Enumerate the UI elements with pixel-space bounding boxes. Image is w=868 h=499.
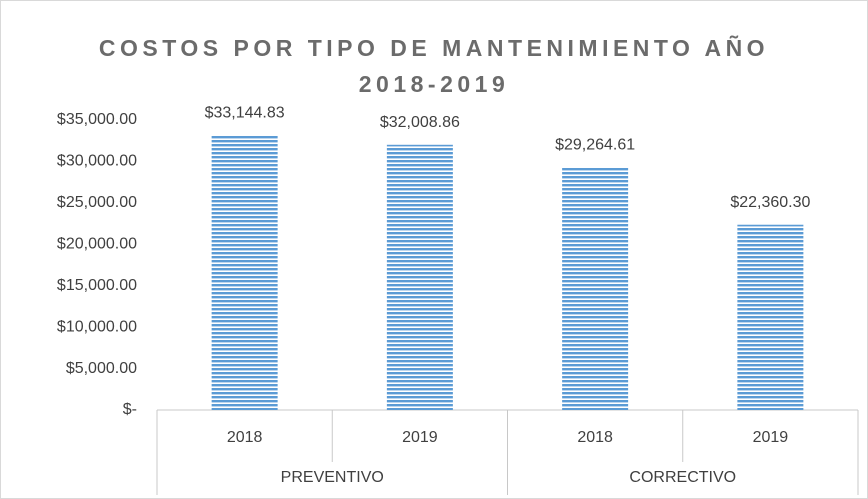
y-tick-label: $15,000.00 <box>57 277 137 294</box>
y-tick-label: $30,000.00 <box>57 153 137 170</box>
data-label: $22,360.30 <box>730 194 810 211</box>
group-label: CORRECTIVO <box>629 469 736 486</box>
y-tick-label: $20,000.00 <box>57 236 137 253</box>
group-label: PREVENTIVO <box>281 469 384 486</box>
data-label: $33,144.83 <box>205 105 285 122</box>
bar <box>562 167 629 410</box>
y-tick-label: $10,000.00 <box>57 318 137 335</box>
y-tick-label: $35,000.00 <box>57 111 137 128</box>
x-tick-label: 2019 <box>402 429 438 446</box>
bar <box>737 224 804 410</box>
bar <box>211 135 278 411</box>
data-label: $29,264.61 <box>555 137 635 154</box>
chart-title: COSTOS POR TIPO DE MANTENIMIENTO AÑO 201… <box>98 35 770 97</box>
y-tick-label: $- <box>123 401 137 418</box>
x-tick-label: 2018 <box>227 429 263 446</box>
data-label: $32,008.86 <box>380 114 460 131</box>
x-tick-label: 2018 <box>577 429 613 446</box>
y-tick-label: $25,000.00 <box>57 194 137 211</box>
y-tick-label: $5,000.00 <box>66 360 137 377</box>
bar <box>386 144 453 410</box>
x-tick-label: 2019 <box>753 429 789 446</box>
